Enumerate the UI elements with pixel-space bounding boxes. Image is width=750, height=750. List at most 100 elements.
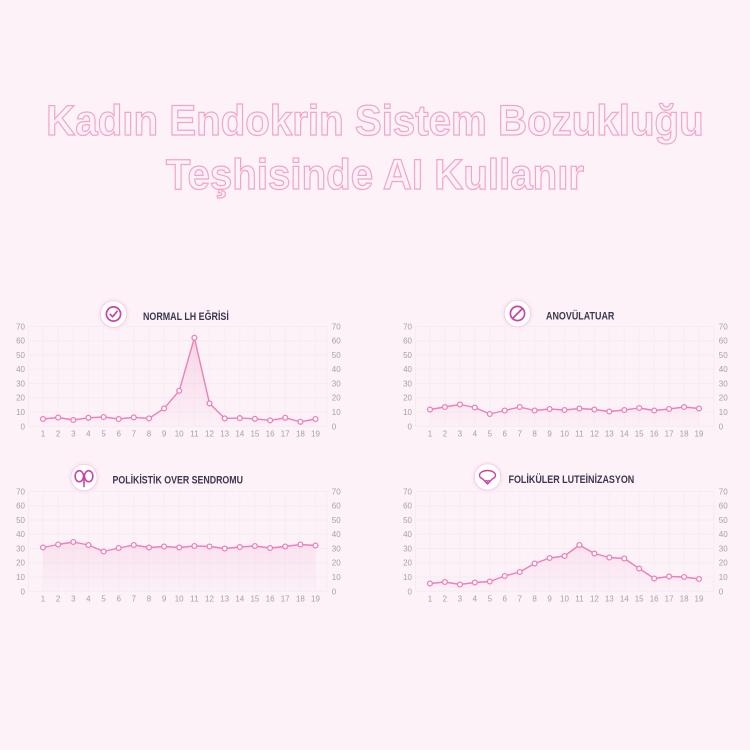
svg-text:40: 40 [403, 530, 412, 539]
svg-text:6: 6 [116, 429, 121, 438]
svg-text:16: 16 [266, 429, 275, 438]
svg-text:8: 8 [532, 594, 537, 603]
svg-text:20: 20 [403, 559, 412, 568]
svg-text:17: 17 [665, 594, 674, 603]
svg-text:4: 4 [86, 429, 91, 438]
svg-text:17: 17 [281, 594, 290, 603]
svg-text:1: 1 [428, 594, 433, 603]
svg-text:0: 0 [21, 587, 26, 596]
svg-text:16: 16 [266, 594, 275, 603]
svg-text:50: 50 [332, 516, 341, 525]
svg-text:3: 3 [71, 429, 76, 438]
svg-text:4: 4 [473, 429, 478, 438]
svg-text:18: 18 [680, 594, 689, 603]
svg-text:50: 50 [16, 516, 25, 525]
svg-text:10: 10 [175, 594, 184, 603]
svg-text:5: 5 [488, 429, 493, 438]
svg-text:19: 19 [311, 429, 320, 438]
svg-text:FOLİKÜLER LUTEİNİZASYON: FOLİKÜLER LUTEİNİZASYON [509, 472, 635, 486]
svg-text:9: 9 [162, 429, 167, 438]
svg-text:20: 20 [332, 394, 341, 403]
svg-text:60: 60 [332, 502, 341, 511]
svg-text:70: 70 [403, 322, 412, 331]
svg-text:40: 40 [16, 365, 25, 374]
svg-text:10: 10 [403, 573, 412, 582]
svg-text:3: 3 [71, 594, 76, 603]
svg-text:20: 20 [403, 394, 412, 403]
svg-text:17: 17 [665, 429, 674, 438]
svg-text:19: 19 [695, 594, 704, 603]
svg-text:10: 10 [16, 573, 25, 582]
svg-text:13: 13 [220, 429, 229, 438]
svg-text:30: 30 [16, 544, 25, 553]
svg-text:5: 5 [488, 594, 493, 603]
svg-text:0: 0 [332, 422, 337, 431]
svg-text:60: 60 [332, 337, 341, 346]
svg-text:6: 6 [116, 594, 121, 603]
svg-text:17: 17 [281, 429, 290, 438]
svg-text:60: 60 [719, 337, 728, 346]
svg-text:14: 14 [620, 429, 629, 438]
svg-text:13: 13 [605, 429, 614, 438]
svg-text:7: 7 [517, 594, 522, 603]
svg-text:9: 9 [547, 429, 552, 438]
svg-text:11: 11 [575, 594, 584, 603]
svg-text:6: 6 [502, 429, 507, 438]
svg-text:15: 15 [635, 594, 644, 603]
svg-text:8: 8 [147, 429, 152, 438]
svg-text:30: 30 [16, 379, 25, 388]
svg-text:60: 60 [403, 502, 412, 511]
svg-text:10: 10 [332, 573, 341, 582]
svg-text:10: 10 [175, 429, 184, 438]
svg-text:1: 1 [428, 429, 433, 438]
svg-text:10: 10 [719, 573, 728, 582]
svg-text:10: 10 [560, 594, 569, 603]
svg-text:2: 2 [443, 429, 448, 438]
svg-text:8: 8 [532, 429, 537, 438]
svg-text:20: 20 [332, 559, 341, 568]
svg-text:40: 40 [719, 530, 728, 539]
svg-text:50: 50 [719, 351, 728, 360]
svg-text:11: 11 [190, 429, 199, 438]
svg-text:30: 30 [403, 544, 412, 553]
svg-text:2: 2 [56, 594, 61, 603]
svg-text:10: 10 [332, 408, 341, 417]
svg-text:7: 7 [132, 594, 137, 603]
svg-text:18: 18 [296, 429, 305, 438]
svg-text:2: 2 [56, 429, 61, 438]
svg-text:40: 40 [332, 530, 341, 539]
svg-text:12: 12 [590, 594, 599, 603]
svg-text:50: 50 [719, 516, 728, 525]
svg-text:0: 0 [719, 587, 724, 596]
svg-text:30: 30 [332, 379, 341, 388]
svg-text:60: 60 [16, 337, 25, 346]
svg-text:30: 30 [332, 544, 341, 553]
svg-text:10: 10 [719, 408, 728, 417]
svg-text:50: 50 [403, 351, 412, 360]
svg-text:4: 4 [473, 594, 478, 603]
svg-text:NORMAL LH EĞRİSİ: NORMAL LH EĞRİSİ [143, 309, 229, 323]
svg-text:20: 20 [719, 559, 728, 568]
svg-text:40: 40 [332, 365, 341, 374]
svg-text:0: 0 [719, 422, 724, 431]
svg-text:1: 1 [41, 429, 46, 438]
svg-text:3: 3 [458, 429, 463, 438]
svg-text:20: 20 [719, 394, 728, 403]
svg-text:15: 15 [635, 429, 644, 438]
svg-text:10: 10 [16, 408, 25, 417]
svg-text:15: 15 [250, 429, 259, 438]
svg-text:60: 60 [16, 502, 25, 511]
svg-text:0: 0 [408, 422, 413, 431]
svg-text:12: 12 [205, 594, 214, 603]
svg-text:14: 14 [620, 594, 629, 603]
svg-text:10: 10 [403, 408, 412, 417]
svg-text:70: 70 [16, 487, 25, 496]
svg-text:70: 70 [403, 487, 412, 496]
svg-text:7: 7 [132, 429, 137, 438]
svg-text:50: 50 [16, 351, 25, 360]
svg-text:19: 19 [695, 429, 704, 438]
svg-text:4: 4 [86, 594, 91, 603]
svg-text:40: 40 [719, 365, 728, 374]
svg-text:70: 70 [332, 487, 341, 496]
svg-text:5: 5 [101, 594, 106, 603]
